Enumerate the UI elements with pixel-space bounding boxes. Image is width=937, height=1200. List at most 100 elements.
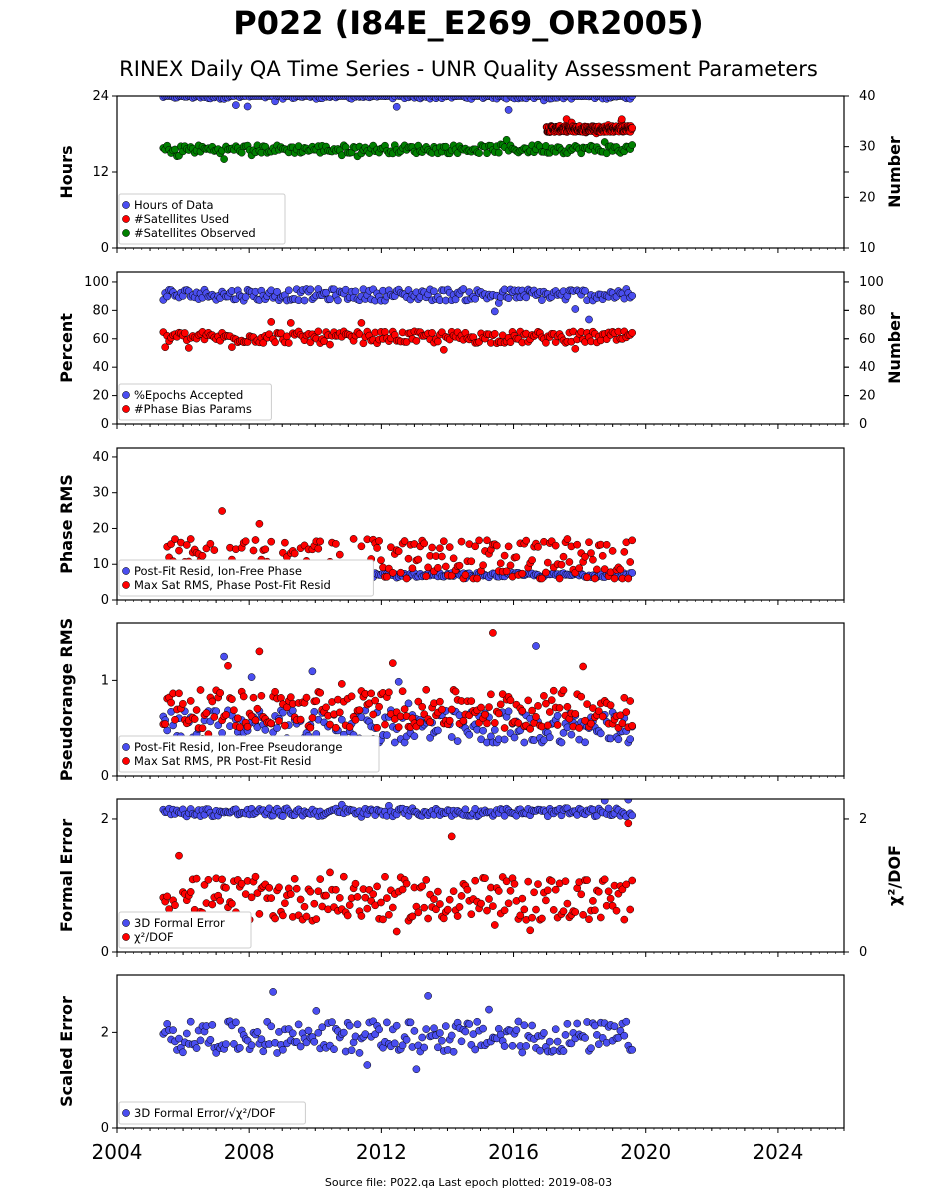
data-point xyxy=(532,642,540,650)
data-point xyxy=(267,894,276,902)
data-point xyxy=(538,296,546,304)
data-point xyxy=(512,553,521,561)
data-point xyxy=(436,697,444,706)
data-point xyxy=(224,661,232,670)
x-tick-label: 2020 xyxy=(620,1140,671,1164)
data-point xyxy=(430,287,438,296)
data-point xyxy=(294,1020,303,1029)
legend-box xyxy=(118,559,374,597)
data-point xyxy=(457,892,466,900)
data-point xyxy=(251,536,260,544)
data-point xyxy=(622,880,631,889)
data-point xyxy=(628,811,637,820)
y-tick-label: 0 xyxy=(101,1121,109,1136)
data-point xyxy=(565,558,574,566)
data-point xyxy=(200,881,209,889)
data-point xyxy=(459,716,468,725)
data-point xyxy=(428,543,436,552)
data-point xyxy=(261,726,270,734)
data-point xyxy=(600,875,609,884)
data-point xyxy=(259,1047,268,1056)
data-point xyxy=(410,1027,419,1035)
data-point xyxy=(398,687,407,696)
legend-label: Hours of Data xyxy=(134,198,214,212)
data-point xyxy=(585,538,593,547)
data-point xyxy=(596,729,605,738)
data-point xyxy=(353,893,362,901)
data-point xyxy=(392,102,401,111)
data-point xyxy=(312,1007,321,1015)
data-point xyxy=(447,571,456,580)
y-tick-label: 0 xyxy=(101,417,109,432)
data-point xyxy=(357,912,366,920)
data-points xyxy=(159,285,637,354)
legend-label: 3D Formal Error/√χ²/DOF xyxy=(134,1106,276,1120)
data-point xyxy=(471,294,480,303)
data-point xyxy=(186,1017,195,1026)
data-point xyxy=(241,537,250,546)
data-point xyxy=(279,911,287,920)
data-points xyxy=(159,629,637,747)
data-point xyxy=(555,704,564,712)
data-point xyxy=(318,1023,327,1032)
data-point xyxy=(290,874,299,883)
data-point xyxy=(589,555,597,564)
data-point xyxy=(510,733,519,742)
y-tick-label: 20 xyxy=(92,389,109,404)
data-point xyxy=(414,697,423,706)
data-point xyxy=(371,696,380,705)
legend-box xyxy=(118,911,252,949)
data-point xyxy=(198,724,207,733)
data-point xyxy=(239,692,248,701)
y-axis-label: Scaled Error xyxy=(57,996,76,1107)
legend-marker xyxy=(122,933,130,941)
legend-marker xyxy=(122,215,130,223)
data-point xyxy=(439,537,448,546)
data-point xyxy=(520,738,529,747)
data-point xyxy=(502,135,511,144)
data-point xyxy=(184,344,193,352)
data-point xyxy=(351,716,360,724)
data-point xyxy=(235,723,244,732)
data-point xyxy=(477,735,485,744)
data-point xyxy=(290,549,299,558)
data-point xyxy=(438,552,446,561)
data-point xyxy=(359,339,368,348)
data-point xyxy=(447,705,456,714)
data-point xyxy=(434,563,442,572)
data-point xyxy=(253,889,262,897)
data-point xyxy=(186,697,195,705)
legend-label: Max Sat RMS, Phase Post-Fit Resid xyxy=(134,578,331,592)
y2-ticks: 10 20 30 40 xyxy=(844,89,876,256)
y2-tick-label: 40 xyxy=(859,89,876,104)
data-point xyxy=(335,550,344,559)
data-point xyxy=(439,345,448,354)
x-ticks xyxy=(116,776,845,781)
data-point xyxy=(500,735,509,744)
data-point xyxy=(532,713,540,721)
data-point xyxy=(563,1019,572,1028)
data-point xyxy=(477,703,485,712)
data-point xyxy=(257,1035,266,1044)
data-point xyxy=(345,723,354,731)
data-point xyxy=(477,899,485,908)
data-point xyxy=(500,811,509,820)
data-point xyxy=(542,699,550,708)
data-point xyxy=(420,1043,429,1052)
x-ticks xyxy=(116,1128,845,1133)
data-point xyxy=(253,704,262,713)
y2-tick-label: 0 xyxy=(859,945,867,960)
data-point xyxy=(390,738,399,747)
x-tick-labels: 2004 2008 2012 2016 2020 2024 xyxy=(92,1140,804,1164)
data-point xyxy=(571,908,580,916)
data-point xyxy=(447,733,456,741)
data-point xyxy=(335,894,344,902)
data-point xyxy=(196,1036,205,1045)
data-point xyxy=(518,894,527,903)
data-point xyxy=(594,1040,603,1049)
data-point xyxy=(538,914,546,923)
data-point xyxy=(381,720,389,729)
